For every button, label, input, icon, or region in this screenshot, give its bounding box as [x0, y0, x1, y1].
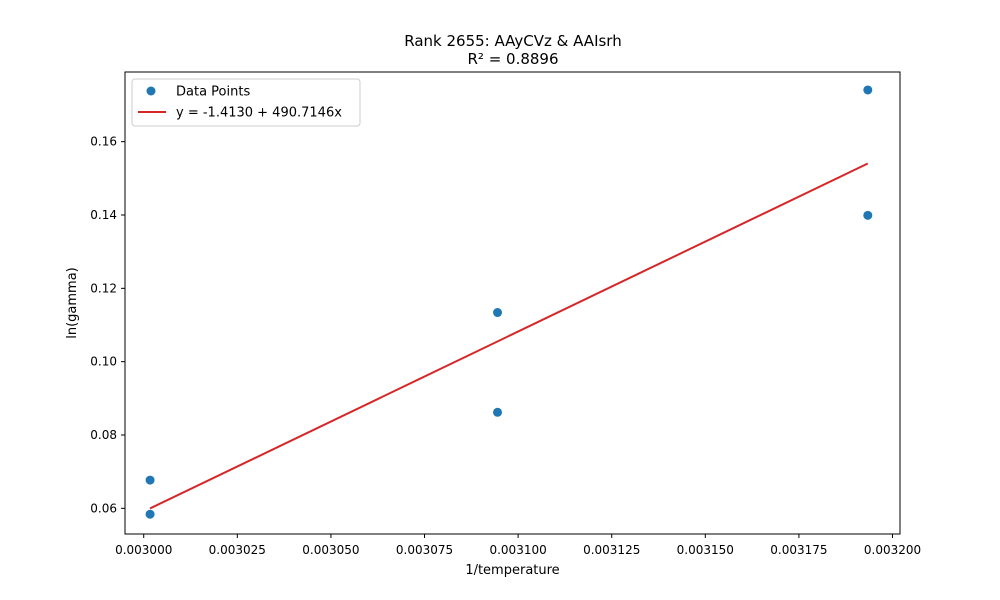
- x-tick-label: 0.003000: [115, 543, 172, 557]
- plot-area: [145, 85, 873, 519]
- x-axis-label: 1/temperature: [465, 563, 559, 578]
- data-point: [863, 210, 873, 220]
- y-axis: 0.06 0.08 0.10 0.12 0.14 0.16: [90, 135, 125, 515]
- regression-line: [149, 162, 869, 510]
- legend-box: [131, 78, 361, 127]
- chart-subtitle: R² = 0.8896: [467, 50, 558, 68]
- x-tick-label: 0.003150: [677, 543, 734, 557]
- data-point: [145, 509, 155, 519]
- legend-label-fit-line: y = -1.4130 + 490.7146x: [176, 106, 342, 121]
- x-tick-label: 0.003100: [489, 543, 546, 557]
- plot-frame: [124, 71, 901, 535]
- data-point: [145, 475, 155, 485]
- y-tick-label: 0.12: [90, 281, 117, 295]
- x-tick-label: 0.003200: [864, 543, 921, 557]
- chart-title: Rank 2655: AAyCVz & AAIsrh: [404, 32, 621, 50]
- x-tick-label: 0.003125: [583, 543, 640, 557]
- y-tick-label: 0.08: [90, 428, 117, 442]
- y-tick-label: 0.06: [90, 501, 117, 515]
- x-tick-label: 0.003175: [770, 543, 827, 557]
- x-tick-label: 0.003050: [302, 543, 359, 557]
- data-point: [493, 407, 503, 417]
- legend-marker-data-points: [146, 86, 156, 96]
- data-point: [863, 85, 873, 95]
- y-tick-label: 0.16: [90, 135, 117, 149]
- legend-label-data-points: Data Points: [176, 85, 250, 100]
- data-point: [493, 308, 503, 318]
- x-tick-label: 0.003025: [209, 543, 266, 557]
- y-tick-label: 0.10: [90, 355, 117, 369]
- y-tick-label: 0.14: [90, 208, 117, 222]
- x-axis: 0.003000 0.003025 0.003050 0.003075 0.003100…: [115, 534, 921, 557]
- legend: Data Points y = -1.4130 + 490.7146x: [131, 78, 361, 127]
- x-tick-label: 0.003075: [396, 543, 453, 557]
- y-axis-label: ln(gamma): [65, 267, 80, 339]
